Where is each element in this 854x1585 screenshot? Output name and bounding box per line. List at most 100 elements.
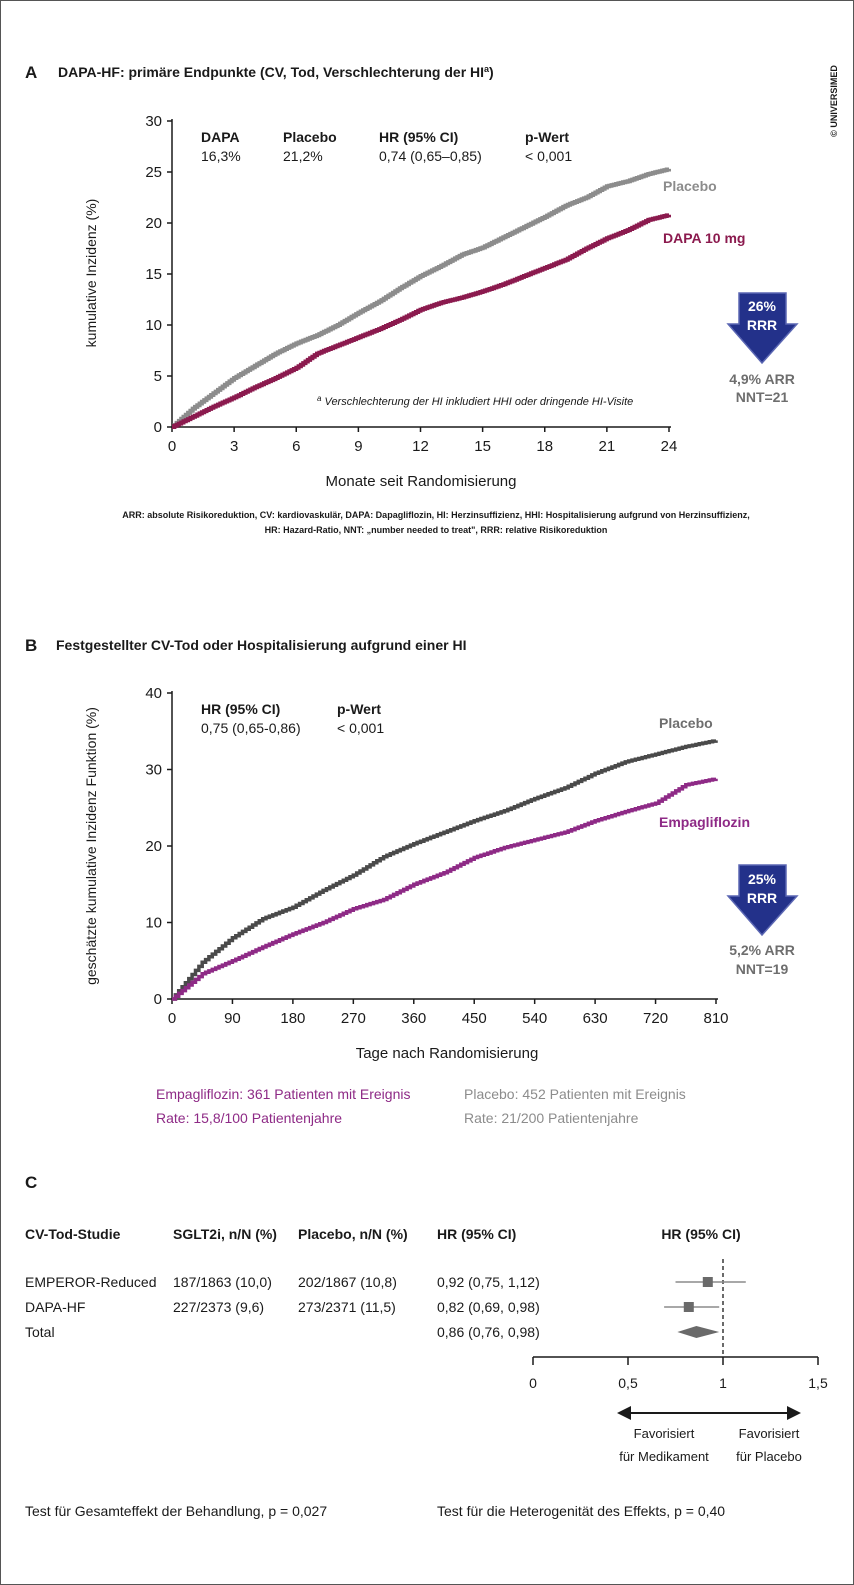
- chart-b-x-tick-label: 270: [341, 1010, 366, 1027]
- panel-b-title: Festgestellter CV-Tod oder Hospitalisier…: [56, 637, 466, 653]
- arr-b: 5,2% ARR: [729, 942, 795, 958]
- panel-a-letter: A: [25, 63, 37, 82]
- cell-sglt2i: 227/2373 (9,6): [173, 1299, 264, 1315]
- chart-a-x-tick-label: 15: [474, 438, 491, 455]
- chart-b-series-placebo: [172, 739, 718, 1001]
- header-placebo: Placebo, n/N (%): [298, 1226, 408, 1242]
- chart-b-x-tick-label: 810: [703, 1010, 728, 1027]
- chart-b-series-empagliflozin: [172, 777, 718, 1001]
- chart-b-axes: 0 10 20 30 40 0 90 180 270 360 450 540 630 720 810: [145, 685, 728, 1027]
- chart-a-x-tick-label: 9: [354, 438, 362, 455]
- forest-x-tick-label: 1: [719, 1375, 727, 1391]
- chart-b-x-tick-label: 450: [462, 1010, 487, 1027]
- empa-events: Empagliflozin: 361 Patienten mit Ereigni…: [156, 1086, 410, 1102]
- chart-a: 0 5 10 15 20 25 30 0 3 6 9 12 15 18 21 24 kumulative In…: [83, 113, 745, 490]
- copyright-label: © UNIVERSIMED: [829, 65, 839, 137]
- rrr-arrow-b: 25% RRR: [726, 864, 799, 937]
- forest-point: [683, 1302, 694, 1312]
- chart-b-ylabel: geschätzte kumulative Inzidenz Funktion …: [83, 707, 99, 985]
- rrr-arrow-b-percent: 25%: [748, 871, 777, 887]
- favor-right-line-1: Favorisiert: [739, 1426, 800, 1441]
- cell-study: Total: [25, 1324, 55, 1340]
- cell-placebo: 202/1867 (10,8): [298, 1274, 397, 1290]
- chart-b-y-tick-label: 40: [145, 685, 162, 702]
- forest-x-tick-label: 1,5: [808, 1375, 828, 1391]
- favor-left-line-1: Favorisiert: [634, 1426, 695, 1441]
- legend-dapa-a: DAPA 10 mg: [663, 230, 745, 246]
- favor-arrow: [617, 1406, 801, 1420]
- stat-dapa-label: DAPA: [201, 129, 240, 145]
- header-study: CV-Tod-Studie: [25, 1226, 121, 1242]
- forest-plot: 0 0,5 1 1,5: [529, 1259, 828, 1391]
- chart-a-ylabel: kumulative Inzidenz (%): [83, 199, 99, 348]
- rrr-arrow-b-label: RRR: [747, 890, 777, 906]
- forest-total-diamond: [677, 1326, 720, 1338]
- chart-a-x-tick-label: 18: [536, 438, 553, 455]
- nnt-a: NNT=21: [736, 389, 789, 405]
- chart-b: 0 10 20 30 40 0 90 180 270 360 450 540 630 720 810 ges…: [83, 685, 750, 1062]
- cell-hr: 0,82 (0,69, 0,98): [437, 1299, 540, 1315]
- stat-hr-value-b: 0,75 (0,65-0,86): [201, 720, 301, 736]
- test-overall-effect: Test für Gesamteffekt der Behandlung, p …: [25, 1503, 327, 1519]
- header-sglt2i: SGLT2i, n/N (%): [173, 1226, 277, 1242]
- abbreviations-line-2: HR: Hazard-Ratio, NNT: „number needed to…: [265, 525, 608, 535]
- cell-study: DAPA-HF: [25, 1299, 85, 1315]
- chart-a-series-dapa: [172, 213, 671, 429]
- chart-a-axes: 0 5 10 15 20 25 30 0 3 6 9 12 15 18 21 24: [145, 113, 677, 455]
- stat-hr-label-b: HR (95% CI): [201, 701, 280, 717]
- cell-study: EMPEROR-Reduced: [25, 1274, 157, 1290]
- rrr-arrow-a-percent: 26%: [748, 298, 777, 314]
- stat-hr-label-a: HR (95% CI): [379, 129, 458, 145]
- legend-placebo-a: Placebo: [663, 178, 717, 194]
- chart-a-x-tick-label: 3: [230, 438, 238, 455]
- stat-hr-value-a: 0,74 (0,65–0,85): [379, 148, 482, 164]
- nnt-b: NNT=19: [736, 961, 789, 977]
- forest-title: HR (95% CI): [661, 1226, 740, 1242]
- table-row: EMPEROR-Reduced 187/1863 (10,0) 202/1867…: [25, 1274, 540, 1290]
- stat-placebo-label: Placebo: [283, 129, 337, 145]
- header-hr: HR (95% CI): [437, 1226, 516, 1242]
- chart-b-xlabel: Tage nach Randomisierung: [356, 1045, 539, 1062]
- rrr-arrow-a-label: RRR: [747, 317, 777, 333]
- chart-a-x-tick-label: 24: [661, 438, 678, 455]
- stat-dapa-value: 16,3%: [201, 148, 241, 164]
- chart-a-x-tick-label: 12: [412, 438, 429, 455]
- cell-hr: 0,92 (0,75, 1,12): [437, 1274, 540, 1290]
- placebo-events: Placebo: 452 Patienten mit Ereignis: [464, 1086, 686, 1102]
- chart-a-y-tick-label: 20: [145, 215, 162, 232]
- chart-a-y-tick-label: 10: [145, 317, 162, 334]
- legend-placebo-b: Placebo: [659, 715, 713, 731]
- arr-a: 4,9% ARR: [729, 371, 795, 387]
- chart-a-series-placebo: [172, 167, 671, 429]
- favor-right-line-2: für Placebo: [736, 1449, 802, 1464]
- chart-a-xlabel: Monate seit Randomisierung: [326, 473, 517, 490]
- footnote-a: a Verschlechterung der HI inkludiert HHI…: [317, 394, 633, 408]
- chart-b-x-tick-label: 180: [280, 1010, 305, 1027]
- legend-empa-b: Empagliflozin: [659, 814, 750, 830]
- chart-b-x-tick-label: 630: [583, 1010, 608, 1027]
- stat-p-label-b: p-Wert: [337, 701, 381, 717]
- chart-a-y-tick-label: 25: [145, 164, 162, 181]
- chart-a-y-tick-label: 30: [145, 113, 162, 130]
- chart-a-y-tick-label: 15: [145, 266, 162, 283]
- table-row: Total 0,86 (0,76, 0,98): [25, 1324, 540, 1340]
- forest-x-tick-label: 0: [529, 1375, 537, 1391]
- stat-p-label-a: p-Wert: [525, 129, 569, 145]
- stat-p-value-a: < 0,001: [525, 148, 572, 164]
- chart-a-x-tick-label: 0: [168, 438, 176, 455]
- rrr-arrow-a: 26% RRR: [726, 292, 799, 365]
- chart-a-y-tick-label: 0: [154, 419, 162, 436]
- panel-b-letter: B: [25, 636, 37, 655]
- chart-b-x-tick-label: 90: [224, 1010, 241, 1027]
- chart-b-y-tick-label: 10: [145, 915, 162, 932]
- empa-rate: Rate: 15,8/100 Patientenjahre: [156, 1110, 342, 1126]
- panel-c-letter: C: [25, 1173, 37, 1192]
- table-row: DAPA-HF 227/2373 (9,6) 273/2371 (11,5) 0…: [25, 1299, 540, 1315]
- forest-x-tick-label: 0,5: [618, 1375, 638, 1391]
- placebo-rate: Rate: 21/200 Patientenjahre: [464, 1110, 639, 1126]
- stat-placebo-value: 21,2%: [283, 148, 323, 164]
- stat-p-value-b: < 0,001: [337, 720, 384, 736]
- chart-a-x-tick-label: 21: [599, 438, 616, 455]
